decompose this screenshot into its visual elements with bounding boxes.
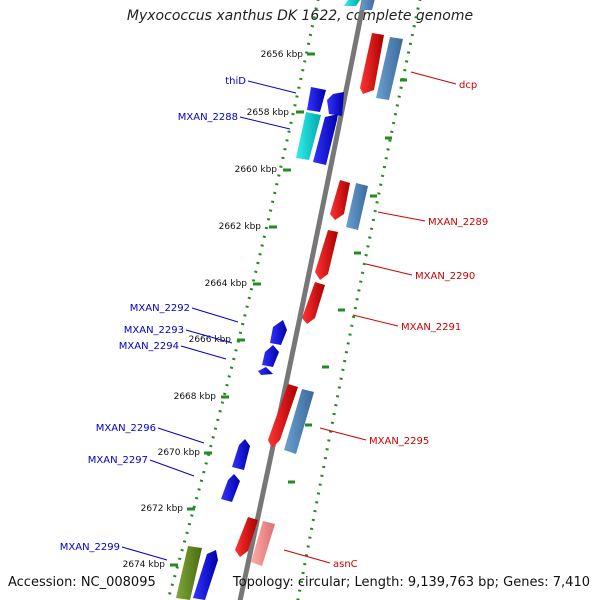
gene-label-dcp: dcp [459, 80, 477, 91]
gene-feature [258, 367, 273, 375]
gene-label-mxan-2299: MXAN_2299 [60, 542, 120, 553]
gene-feature [251, 521, 275, 566]
gene-feature [327, 92, 344, 116]
gene-label-mxan-2297: MXAN_2297 [88, 455, 148, 466]
gene-label-mxan-2290: MXAN_2290 [415, 271, 475, 282]
tick-label: 2660 kbp [235, 165, 278, 175]
gene-feature [302, 282, 325, 324]
gene-label-mxan-2292: MXAN_2292 [130, 303, 190, 314]
reverse-features [176, 0, 360, 600]
gene-feature [176, 546, 202, 600]
gene-feature [376, 37, 403, 100]
gene-feature [284, 389, 314, 454]
accession-text: Accession: NC_008095 [8, 575, 156, 590]
tick-label: 2666 kbp [189, 335, 232, 345]
gene-feature [262, 345, 279, 367]
genome-summary-text: Topology: circular; Length: 9,139,763 bp… [232, 575, 590, 590]
gene-label-mxan-2291: MXAN_2291 [401, 322, 461, 333]
gene-feature [360, 0, 375, 10]
gene-feature [232, 439, 250, 470]
gene-feature [344, 0, 360, 6]
tick-label: 2670 kbp [158, 448, 201, 458]
gene-feature [193, 550, 218, 600]
map-title: Myxococcus xanthus DK 1622, complete gen… [126, 8, 474, 24]
gene-label-mxan-2296: MXAN_2296 [96, 423, 156, 434]
gene-feature [346, 183, 368, 230]
gene-feature [313, 114, 338, 165]
tick-label: 2668 kbp [174, 392, 217, 402]
gene-feature [235, 517, 258, 557]
gene-feature [268, 384, 298, 448]
gene-feature [330, 180, 350, 220]
outer-tick-marks [288, 78, 407, 484]
gene-label-mxan-2294: MXAN_2294 [119, 341, 179, 352]
gene-label-mxan-2293: MXAN_2293 [124, 325, 184, 336]
tick-label: 2658 kbp [247, 108, 290, 118]
genome-backbone [237, 0, 367, 600]
forward-features [235, 0, 403, 566]
gene-label-mxan-2289: MXAN_2289 [428, 217, 488, 228]
gene-feature [221, 474, 240, 502]
gene-feature [270, 320, 287, 345]
gene-label-asnC: asnC [333, 559, 358, 570]
gene-feature [307, 87, 326, 112]
gene-label-mxan-2288: MXAN_2288 [178, 112, 238, 123]
tick-label: 2672 kbp [141, 504, 184, 514]
outer-dotted-ring [296, 0, 422, 600]
tick-label: 2656 kbp [261, 50, 304, 60]
tick-label: 2664 kbp [205, 279, 248, 289]
gene-feature [360, 33, 384, 94]
gene-label-thiD: thiD [225, 76, 246, 87]
gene-label-mxan-2295: MXAN_2295 [369, 436, 429, 447]
tick-label: 2674 kbp [123, 560, 166, 570]
tick-label: 2662 kbp [219, 222, 262, 232]
gene-feature [315, 230, 338, 280]
tick-marks [170, 52, 315, 567]
gene-feature [296, 112, 321, 160]
